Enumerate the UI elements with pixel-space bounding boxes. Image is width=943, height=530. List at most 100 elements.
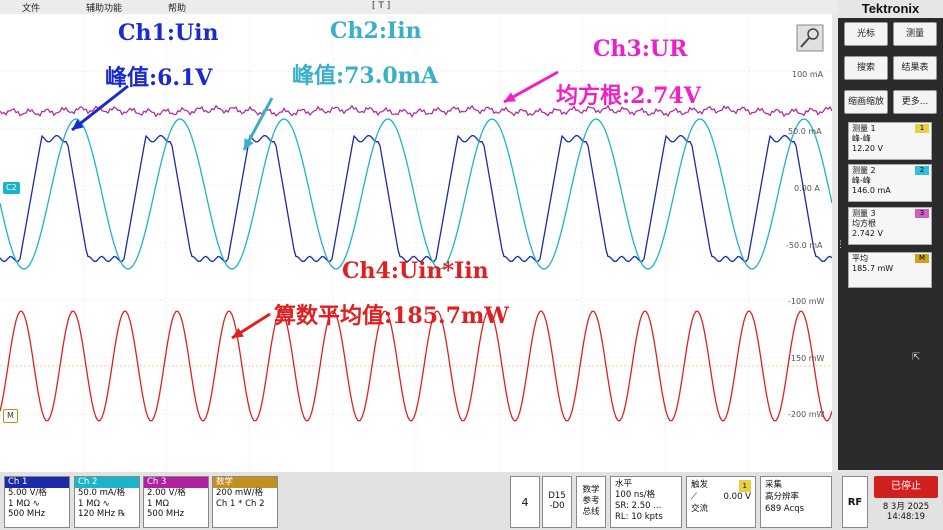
horizontal-settings-badge[interactable]: 水平 100 ns/格 SR: 2.50 ... RL: 10 kpts bbox=[610, 476, 682, 528]
ch3-settings-badge[interactable]: Ch 3 2.00 V/格 1 MΩ 500 MHz bbox=[143, 476, 209, 528]
ch2-bandwidth: 120 MHz ℞ bbox=[78, 509, 126, 519]
ch1-waveform bbox=[0, 134, 832, 263]
ch4-button[interactable]: 4 bbox=[510, 476, 540, 528]
trigger-title: 触发 bbox=[691, 480, 709, 490]
trigger-slope-icon: ⟋ bbox=[691, 492, 697, 502]
math-header: 数学 bbox=[213, 477, 277, 488]
menu-utility[interactable]: 辅助功能 bbox=[86, 4, 123, 14]
ch3-header: Ch 3 bbox=[144, 477, 208, 488]
search-button[interactable]: 搜索 bbox=[844, 56, 888, 80]
acquire-mode: 高分辨率 bbox=[765, 492, 800, 502]
ch2-settings-badge[interactable]: Ch 2 50.0 mA/格 1 MΩ ∿ 120 MHz ℞ bbox=[74, 476, 140, 528]
horizontal-record-length: RL: 10 kpts bbox=[615, 512, 663, 522]
measurement-3-badge[interactable]: 3 测量 3 均方根 2.742 V bbox=[848, 207, 932, 245]
trigger-position-marker[interactable]: [ T ] bbox=[372, 1, 391, 11]
ch1-header: Ch 1 bbox=[5, 477, 69, 488]
meas-1-title: 测量 1 bbox=[852, 124, 876, 133]
ch1-bandwidth: 500 MHz bbox=[8, 509, 46, 519]
add-math-label: 数学 bbox=[582, 485, 600, 495]
time: 14:48:19 bbox=[886, 512, 926, 522]
add-math-ref-bus-button[interactable]: 数学 参考 总线 bbox=[576, 476, 606, 528]
more-button[interactable]: 更多... bbox=[893, 90, 937, 114]
ch3-annotation-value: 均方根:2.74V bbox=[556, 83, 701, 109]
ch2-annotation-arrow-head bbox=[244, 138, 254, 150]
trigger-coupling: 交流 bbox=[691, 504, 709, 514]
zoom-icon[interactable] bbox=[796, 24, 824, 52]
meas-1-type: 峰-峰 bbox=[852, 134, 871, 143]
horizontal-scale: 100 ns/格 bbox=[615, 490, 656, 500]
ch1-annotation-value: 峰值:6.1V bbox=[105, 65, 213, 91]
menu-bar: 文件 辅助功能 帮助 [ T ] bbox=[0, 0, 838, 14]
ch4-annotation-value: 算数平均值:185.7mW bbox=[274, 303, 509, 329]
meas-2-badge: 2 bbox=[915, 166, 929, 175]
measurement-2-badge[interactable]: 2 测量 2 峰-峰 146.0 mA bbox=[848, 164, 932, 202]
meas-3-title: 测量 3 bbox=[852, 209, 876, 218]
zoom-button[interactable]: 缩画缩放 bbox=[844, 90, 888, 114]
digital-channels-button[interactable]: D15 -D0 bbox=[542, 476, 572, 528]
meas-3-value: 2.742 V bbox=[852, 229, 883, 238]
ch3-annotation-arrow-head bbox=[504, 92, 516, 102]
axis-label-top-3: 0.00 A bbox=[794, 184, 820, 193]
ch1-settings-badge[interactable]: Ch 1 5.00 V/格 1 MΩ ∿ 500 MHz bbox=[4, 476, 70, 528]
rf-button[interactable]: RF bbox=[842, 476, 868, 528]
add-ref-label: 参考 bbox=[582, 496, 600, 506]
ch1-scale: 5.00 V/格 bbox=[8, 488, 47, 498]
meas-3-badge: 3 bbox=[915, 209, 929, 218]
acquire-title: 采集 bbox=[765, 480, 783, 490]
meas-2-type: 峰-峰 bbox=[852, 176, 871, 185]
measure-button[interactable]: 测量 bbox=[893, 22, 937, 46]
ch2-annotation-title: Ch2:Iin bbox=[330, 18, 422, 44]
ch3-coupling: 1 MΩ bbox=[147, 498, 169, 509]
run-stop-status[interactable]: 已停止 bbox=[874, 476, 938, 498]
math-settings-badge[interactable]: 数学 200 mW/格 Ch 1 * Ch 2 bbox=[212, 476, 278, 528]
ch4-annotation-title: Ch4:Uin*Iin bbox=[342, 258, 489, 284]
axis-label-top-2: 50.0 mA bbox=[788, 127, 822, 136]
ch1-annotation-title: Ch1:Uin bbox=[118, 20, 219, 46]
ch2-offset-marker[interactable]: C2 bbox=[3, 182, 20, 194]
math-expression: Ch 1 * Ch 2 bbox=[216, 498, 265, 509]
math-offset-marker[interactable]: M bbox=[3, 409, 18, 423]
trigger-source-badge: 1 bbox=[738, 480, 751, 492]
bottom-settings-bar: Ch 1 5.00 V/格 1 MΩ ∿ 500 MHz Ch 2 50.0 m… bbox=[0, 472, 943, 530]
meas-2-title: 测量 2 bbox=[852, 166, 876, 175]
ch1-annotation-arrow-head bbox=[72, 119, 84, 130]
mouse-pointer-icon: ⇱ bbox=[912, 352, 921, 363]
tektronix-logo: Tektronix bbox=[838, 0, 943, 18]
meas-m-title: 平均 bbox=[852, 254, 868, 263]
ch1-annotation-arrow bbox=[71, 84, 129, 132]
meas-1-badge: 1 bbox=[915, 124, 929, 133]
axis-label-bottom-3: -200 mW bbox=[788, 410, 825, 419]
ch4-math-waveform bbox=[0, 310, 832, 422]
cursor-button[interactable]: 光标 bbox=[844, 22, 888, 46]
digital-l2: -D0 bbox=[549, 501, 565, 511]
ch4-annotation-arrow-head bbox=[232, 327, 244, 338]
menu-file[interactable]: 文件 bbox=[22, 4, 41, 14]
horizontal-title: 水平 bbox=[615, 479, 633, 489]
trigger-settings-badge[interactable]: 触发 1 ⟋ 0.00 V 交流 bbox=[686, 476, 756, 528]
meas-2-value: 146.0 mA bbox=[852, 186, 891, 195]
acquire-count: 689 Acqs bbox=[765, 504, 805, 514]
meas-1-value: 12.20 V bbox=[852, 144, 883, 153]
measurement-1-badge[interactable]: 1 测量 1 峰-峰 12.20 V bbox=[848, 122, 932, 160]
results-table-button[interactable]: 结果表 bbox=[893, 56, 937, 80]
menu-help[interactable]: 帮助 bbox=[168, 4, 187, 14]
acquire-settings-badge[interactable]: 采集 高分辨率 689 Acqs bbox=[760, 476, 832, 528]
meas-m-value: 185.7 mW bbox=[852, 264, 894, 273]
trigger-level: 0.00 V bbox=[723, 492, 751, 502]
ch2-waveform bbox=[0, 118, 832, 270]
date-time: 8 3月 2025 14:48:19 bbox=[874, 502, 938, 522]
math-scale: 200 mW/格 bbox=[216, 488, 263, 498]
measurement-math-badge[interactable]: M 平均 185.7 mW bbox=[848, 252, 932, 288]
ch3-waveform bbox=[0, 104, 832, 118]
axis-label-top-4: -50.0 mA bbox=[786, 241, 823, 250]
panel-drag-handle-icon[interactable]: ⋮ bbox=[836, 240, 845, 250]
waveform-display[interactable]: C2 M 100 mA 50.0 mA 0.00 A -50.0 mA -100… bbox=[0, 14, 832, 472]
axis-label-bottom-1: -100 mW bbox=[788, 297, 825, 306]
ch2-coupling: 1 MΩ ∿ bbox=[78, 498, 110, 509]
ch2-scale: 50.0 mA/格 bbox=[78, 488, 126, 498]
ch2-header: Ch 2 bbox=[75, 477, 139, 488]
ch3-scale: 2.00 V/格 bbox=[147, 488, 186, 498]
date: 8 3月 2025 bbox=[882, 502, 930, 512]
axis-label-top-1: 100 mA bbox=[792, 70, 824, 79]
ch3-annotation-title: Ch3:UR bbox=[593, 36, 688, 62]
